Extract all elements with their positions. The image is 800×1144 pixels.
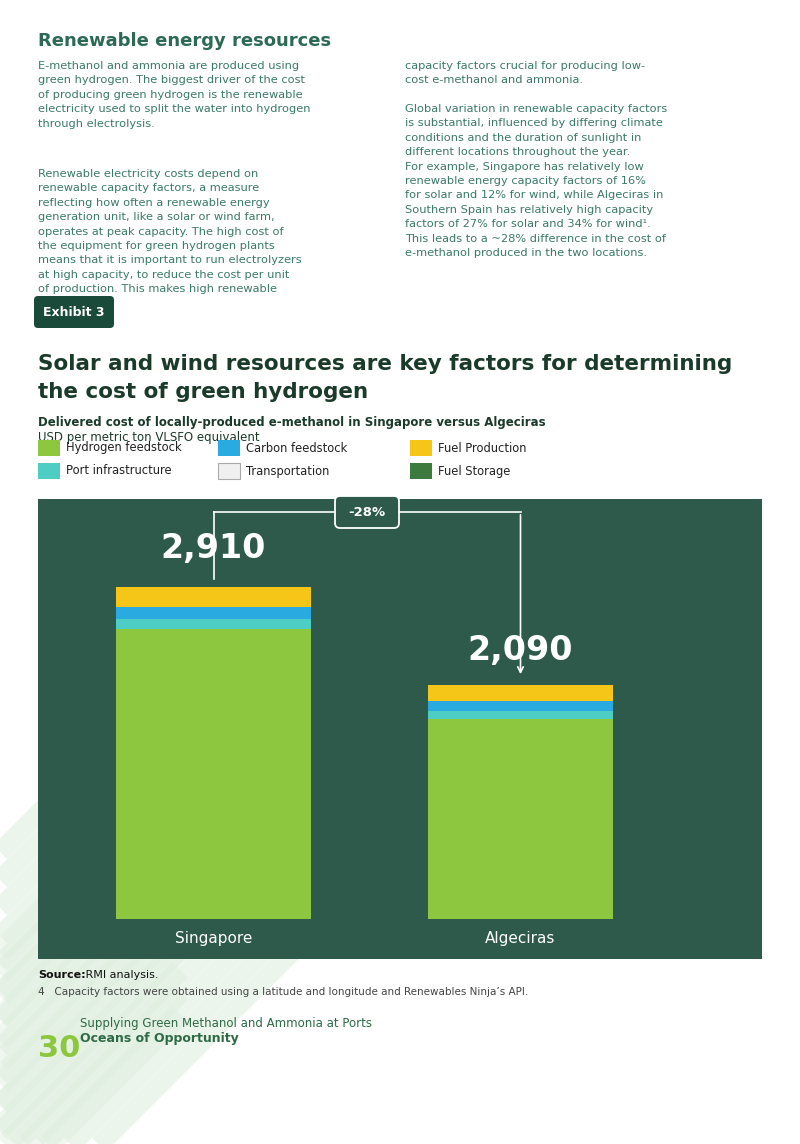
Bar	[116, 629, 311, 919]
Text: capacity factors crucial for producing low-
cost e-methanol and ammonia.: capacity factors crucial for producing l…	[405, 61, 645, 86]
Bar	[410, 463, 432, 479]
Bar	[218, 440, 240, 456]
Text: 2,910: 2,910	[161, 532, 266, 565]
Text: Singapore: Singapore	[175, 931, 252, 946]
Text: USD per metric ton VLSFO equivalent: USD per metric ton VLSFO equivalent	[38, 431, 260, 444]
FancyBboxPatch shape	[335, 496, 399, 529]
Bar	[38, 463, 60, 479]
Text: Oceans of Opportunity: Oceans of Opportunity	[80, 1032, 238, 1044]
Text: Supplying Green Methanol and Ammonia at Ports: Supplying Green Methanol and Ammonia at …	[80, 1017, 372, 1030]
Text: Algeciras: Algeciras	[486, 931, 556, 946]
Text: Source:: Source:	[38, 970, 86, 980]
Text: 4   Capacity factors were obtained using a latitude and longitude and Renewables: 4 Capacity factors were obtained using a…	[38, 987, 528, 998]
Text: Global variation in renewable capacity factors
is substantial, influenced by dif: Global variation in renewable capacity f…	[405, 104, 667, 259]
Text: E-methanol and ammonia are produced using
green hydrogen. The biggest driver of : E-methanol and ammonia are produced usin…	[38, 61, 310, 128]
Text: -28%: -28%	[349, 506, 386, 518]
Bar	[428, 712, 613, 718]
FancyBboxPatch shape	[34, 296, 114, 328]
Text: Renewable electricity costs depend on
renewable capacity factors, a measure
refl: Renewable electricity costs depend on re…	[38, 169, 302, 294]
Text: Transportation: Transportation	[246, 464, 330, 477]
Text: Hydrogen feedstock: Hydrogen feedstock	[66, 442, 182, 454]
Text: Exhibit 3: Exhibit 3	[43, 305, 105, 318]
Text: Fuel Production: Fuel Production	[438, 442, 526, 454]
Text: RMI analysis.: RMI analysis.	[82, 970, 158, 980]
Text: Solar and wind resources are key factors for determining: Solar and wind resources are key factors…	[38, 353, 732, 374]
Bar	[116, 619, 311, 629]
Text: Port infrastructure: Port infrastructure	[66, 464, 172, 477]
Bar	[116, 587, 311, 607]
Text: 2,090: 2,090	[468, 634, 574, 667]
Bar	[428, 701, 613, 712]
Bar	[116, 607, 311, 619]
Bar	[38, 440, 60, 456]
Text: Delivered cost of locally-produced e-methanol in Singapore versus Algeciras: Delivered cost of locally-produced e-met…	[38, 416, 546, 429]
Bar	[410, 440, 432, 456]
Bar	[428, 718, 613, 919]
Bar	[428, 685, 613, 701]
Text: Fuel Storage: Fuel Storage	[438, 464, 510, 477]
Text: Renewable energy resources: Renewable energy resources	[38, 32, 331, 50]
Bar	[218, 463, 240, 479]
Text: 30: 30	[38, 1034, 80, 1063]
FancyBboxPatch shape	[38, 499, 762, 959]
Text: Carbon feedstock: Carbon feedstock	[246, 442, 347, 454]
Text: the cost of green hydrogen: the cost of green hydrogen	[38, 382, 368, 402]
